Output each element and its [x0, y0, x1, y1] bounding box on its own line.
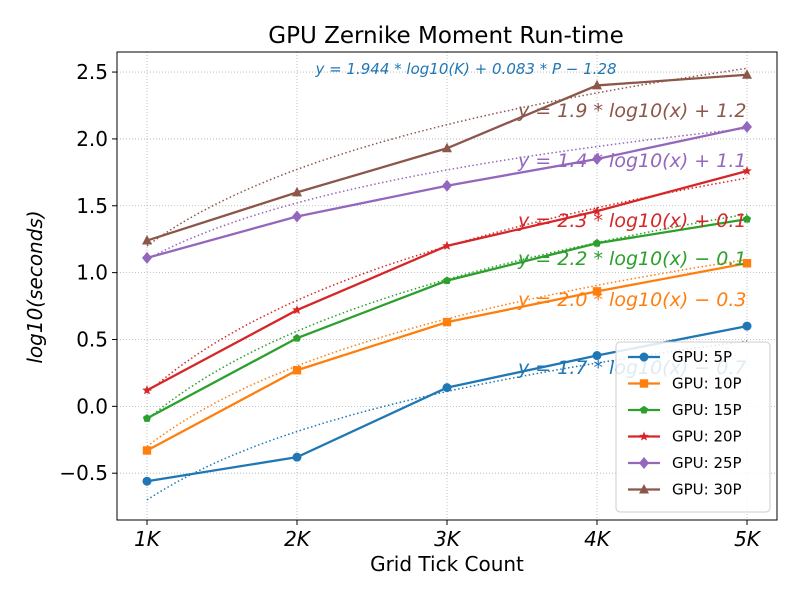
axis-ticks: 1K 2K 3K 4K 5K −0.5 0.0 0.5 1.0 1.5 2.0 2.5: [59, 60, 761, 551]
global-fit-formula: y = 1.944 * log10(K) + 0.083 * P − 1.28: [314, 60, 616, 78]
data-point: [442, 317, 452, 327]
annotations: y = 1.944 * log10(K) + 0.083 * P − 1.28 y…: [314, 60, 746, 379]
data-point: [639, 484, 649, 494]
y-tick-label: 2.5: [76, 60, 108, 84]
data-point: [639, 431, 649, 441]
data-point: [442, 240, 452, 250]
data-point: [142, 446, 152, 455]
y-axis-label: log10(seconds): [23, 210, 47, 363]
data-point: [742, 69, 752, 79]
fit-equation-label: y = 2.3 * log10(x) + 0.1: [517, 210, 746, 232]
data-point: [742, 321, 752, 331]
data-point: [292, 452, 302, 462]
x-tick-label: 2K: [284, 527, 312, 551]
legend-entry-label: GPU: 5P: [672, 348, 732, 366]
fit-equation-label: y = 2.0 * log10(x) − 0.3: [517, 289, 746, 311]
data-point: [142, 414, 152, 422]
x-axis-label: Grid Tick Count: [370, 552, 524, 576]
data-point: [742, 166, 752, 176]
data-point: [292, 305, 302, 315]
legend-entry-label: GPU: 30P: [672, 481, 742, 499]
y-tick-label: 0.0: [76, 394, 108, 418]
fit-equation-label: y = 1.4 * log10(x) + 1.1: [517, 150, 746, 172]
data-point: [292, 210, 302, 223]
legend-entry-label: GPU: 10P: [672, 375, 742, 393]
data-point: [592, 351, 602, 361]
data-point: [592, 206, 602, 216]
fit-equation-label: y = 2.2 * log10(x) − 0.1: [517, 248, 746, 270]
data-point: [292, 366, 302, 375]
x-tick-label: 3K: [434, 527, 462, 551]
data-point: [592, 287, 602, 296]
data-point: [442, 383, 452, 393]
fit-curve: [146, 127, 748, 260]
data-point: [639, 352, 649, 362]
data-point: [742, 259, 752, 268]
data-point: [142, 235, 152, 245]
y-tick-label: 0.5: [76, 327, 108, 351]
data-point: [742, 120, 752, 133]
data-point: [292, 186, 302, 197]
data-point: [442, 179, 452, 192]
chart-title: GPU Zernike Moment Run-time: [268, 23, 623, 49]
data-point: [442, 276, 452, 285]
data-point: [292, 333, 302, 342]
grid: [117, 52, 777, 520]
legend-entry-label: GPU: 25P: [672, 454, 742, 472]
y-tick-label: −0.5: [59, 461, 108, 485]
data-point: [592, 79, 602, 90]
y-tick-label: 1.0: [76, 261, 108, 285]
legend-entry-label: GPU: 15P: [672, 401, 742, 419]
legend-entry-label: GPU: 20P: [672, 428, 742, 446]
data-point: [142, 385, 152, 395]
x-tick-label: 1K: [134, 527, 162, 551]
data-point: [592, 152, 602, 165]
data-point: [142, 251, 152, 264]
data-point: [639, 405, 649, 414]
data-point: [592, 238, 602, 247]
x-tick-label: 5K: [734, 527, 762, 551]
data-point: [639, 457, 649, 469]
x-tick-label: 4K: [584, 527, 612, 551]
fit-equation-label: y = 1.9 * log10(x) + 1.2: [517, 100, 746, 122]
data-point: [142, 476, 152, 486]
data-point: [442, 142, 452, 153]
legend: GPU: 5P GPU: 10P GPU: 15P GPU: 20P GPU: 25P G…: [615, 341, 771, 513]
y-tick-label: 2.0: [76, 127, 108, 151]
data-point: [742, 214, 752, 223]
y-tick-label: 1.5: [76, 194, 108, 218]
data-point: [639, 379, 649, 388]
